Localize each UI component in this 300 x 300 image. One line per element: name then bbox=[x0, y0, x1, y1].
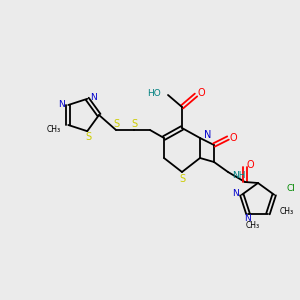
Text: S: S bbox=[131, 119, 137, 129]
Text: N: N bbox=[90, 93, 97, 102]
Text: N: N bbox=[58, 100, 65, 109]
Text: S: S bbox=[113, 119, 119, 129]
Text: CH₃: CH₃ bbox=[246, 221, 260, 230]
Text: NH: NH bbox=[232, 172, 245, 181]
Text: O: O bbox=[246, 160, 254, 170]
Text: N: N bbox=[244, 214, 250, 223]
Text: CH₃: CH₃ bbox=[47, 125, 61, 134]
Text: N: N bbox=[204, 130, 212, 140]
Text: O: O bbox=[229, 133, 237, 143]
Text: CH₃: CH₃ bbox=[280, 207, 294, 216]
Text: HO: HO bbox=[147, 88, 161, 98]
Text: S: S bbox=[179, 174, 185, 184]
Text: Cl: Cl bbox=[286, 184, 295, 193]
Text: S: S bbox=[85, 132, 91, 142]
Text: N: N bbox=[232, 189, 239, 198]
Text: O: O bbox=[197, 88, 205, 98]
